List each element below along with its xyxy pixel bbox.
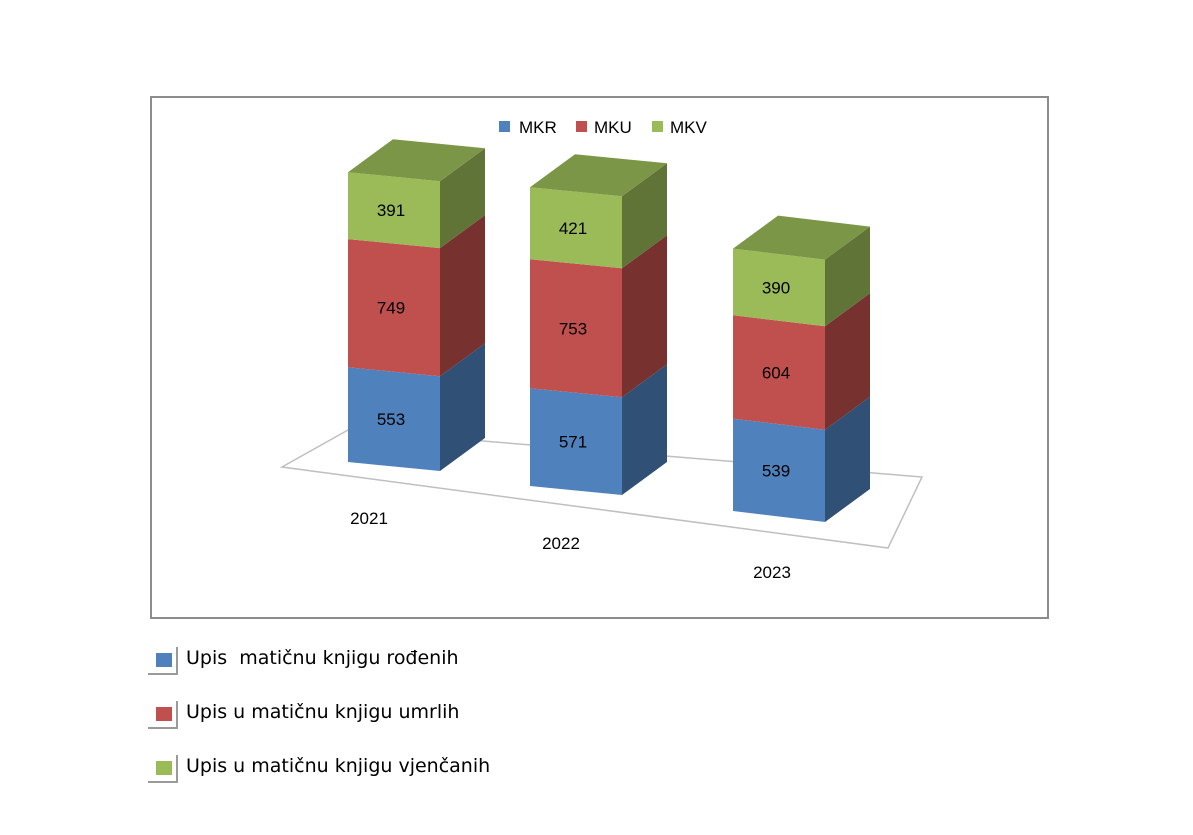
data-label-mku-2022: 753 xyxy=(559,319,587,338)
legend-label-mku: MKU xyxy=(594,118,632,137)
external-legend-swatch-box xyxy=(148,755,178,783)
data-label-mkv-2022: 421 xyxy=(559,219,587,238)
bar-top-2022 xyxy=(530,154,667,197)
bar-mkv-2022 xyxy=(530,187,622,269)
external-legend-label-mku: Upis u matičnu knjigu umrlih xyxy=(186,701,460,723)
bar-side-mkr-2021 xyxy=(440,343,485,471)
data-label-mkv-2021: 391 xyxy=(377,201,405,220)
bar-mku-2022 xyxy=(530,259,622,398)
external-legend-swatch-box xyxy=(148,701,178,729)
bar-side-mkv-2022 xyxy=(622,163,667,269)
external-legend-label-mkv: Upis u matičnu knjigu vjenčanih xyxy=(186,755,491,777)
legend-swatch-mkv xyxy=(652,121,663,132)
external-legend-item-mkr: Upis matičnu knjigu rođenih xyxy=(148,647,648,681)
legend-label-mkr: MKR xyxy=(519,118,557,137)
tick-label-2021: 2021 xyxy=(350,509,388,528)
legend-label-mkv: MKV xyxy=(670,118,708,137)
bar-side-mkr-2023 xyxy=(825,396,870,522)
data-label-mkr-2021: 553 xyxy=(377,410,405,429)
legend-swatch-mkr xyxy=(499,121,510,132)
data-label-mku-2021: 749 xyxy=(377,299,405,318)
bar-mkv-2023 xyxy=(733,248,825,327)
external-legend-label-mkr: Upis matičnu knjigu rođenih xyxy=(186,647,459,669)
bar-side-mkv-2021 xyxy=(440,148,485,249)
data-label-mkr-2023: 539 xyxy=(762,461,790,480)
bar-mkr-2022 xyxy=(530,388,622,495)
bar-mkr-2021 xyxy=(348,367,440,471)
bar-top-2023 xyxy=(733,215,870,260)
tick-label-2022: 2022 xyxy=(542,534,580,553)
chart-legend: MKR MKU MKV xyxy=(499,118,708,137)
tick-label-2023: 2023 xyxy=(753,563,791,582)
bar-side-mku-2023 xyxy=(825,293,870,430)
external-legend-swatch-mkr xyxy=(156,653,172,667)
external-legend-swatch-mku xyxy=(156,707,172,721)
external-legend-swatch-mkv xyxy=(156,761,172,775)
bar-top-2021 xyxy=(348,139,485,182)
external-legend-swatch-box xyxy=(148,647,178,675)
bars-layer: 553 749 391 571 753 421 539 604 390 xyxy=(348,139,870,522)
external-legend-item-mku: Upis u matičnu knjigu umrlih xyxy=(148,701,648,735)
legend-swatch-mku xyxy=(576,121,587,132)
chart-floor xyxy=(279,429,924,549)
bar-mku-2023 xyxy=(733,315,825,430)
data-label-mku-2023: 604 xyxy=(762,364,790,383)
bar-mkr-2023 xyxy=(733,418,825,522)
bar-side-mkv-2023 xyxy=(825,226,870,327)
bar-side-mkr-2022 xyxy=(622,364,667,495)
external-legend-item-mkv: Upis u matičnu knjigu vjenčanih xyxy=(148,755,648,789)
bar-side-mku-2021 xyxy=(440,215,485,377)
data-label-mkr-2022: 571 xyxy=(559,433,587,452)
bar-mku-2021 xyxy=(348,239,440,377)
data-label-mkv-2023: 390 xyxy=(762,278,790,297)
bar-side-mku-2022 xyxy=(622,235,667,398)
bar-mkv-2021 xyxy=(348,172,440,249)
